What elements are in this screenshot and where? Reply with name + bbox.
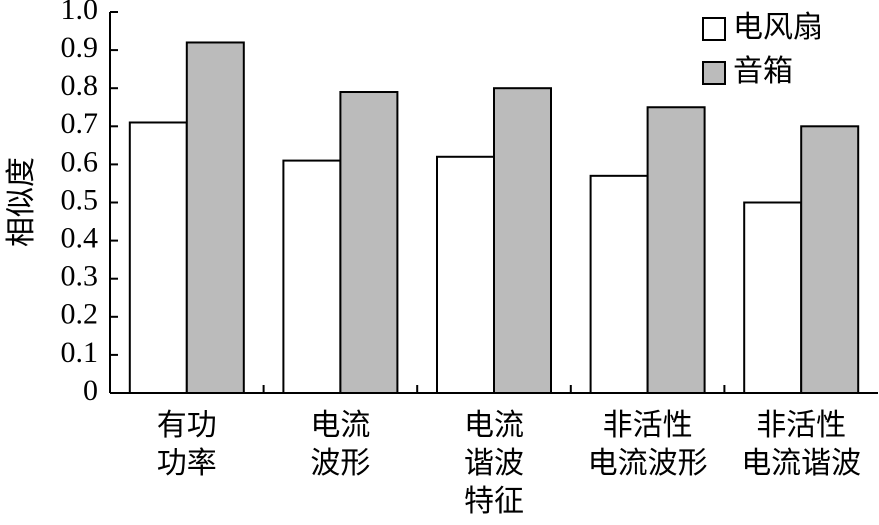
x-tick-label: 有功 (157, 409, 217, 442)
x-tick-label: 特征 (464, 485, 524, 518)
y-tick-label: 0.1 (61, 336, 99, 369)
y-tick-label: 0.2 (61, 298, 99, 331)
bar (646, 106, 706, 394)
x-tick-label: 电流 (310, 409, 370, 442)
y-tick-label: 0.4 (61, 221, 99, 254)
x-tick-label: 谐波 (464, 447, 524, 480)
bar (589, 174, 649, 394)
legend-label: 音箱 (733, 55, 793, 88)
y-tick-label: 1.0 (61, 0, 99, 26)
y-tick-label: 0.5 (61, 183, 99, 216)
y-tick-label: 0 (83, 374, 98, 407)
legend-swatch (702, 61, 726, 85)
x-tick-label: 非活性 (756, 409, 846, 442)
bar (339, 91, 399, 394)
x-tick-label: 电流 (464, 409, 524, 442)
bar (436, 155, 495, 394)
bar (743, 201, 803, 394)
y-tick-label: 0.7 (61, 107, 99, 140)
y-tick-label: 0.6 (61, 145, 99, 178)
bar (800, 125, 860, 395)
x-tick-label: 电流波形 (588, 447, 708, 480)
y-tick-label: 0.8 (61, 69, 99, 102)
legend-label: 电风扇 (733, 11, 823, 44)
x-tick-label: 波形 (310, 447, 370, 480)
legend-swatch (702, 17, 726, 41)
y-tick-label: 0.9 (61, 31, 99, 64)
x-tick-label: 功率 (157, 447, 217, 480)
x-tick-label: 非活性 (603, 409, 693, 442)
y-tick-label: 0.3 (61, 260, 99, 293)
bar (128, 121, 188, 395)
bar (282, 159, 342, 394)
y-axis-label: 相似度 (5, 157, 38, 247)
x-tick-label: 电流谐波 (741, 447, 861, 480)
bar (493, 87, 552, 394)
bar (185, 41, 245, 394)
